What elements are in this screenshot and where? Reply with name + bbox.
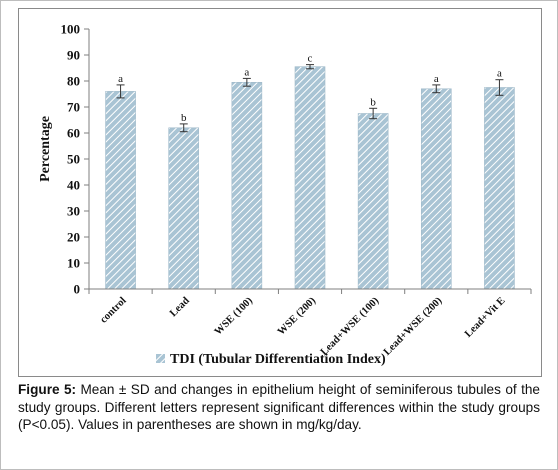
significance-letter: a — [434, 73, 439, 85]
y-tick-label: 80 — [67, 74, 80, 89]
legend-swatch — [156, 354, 165, 363]
y-tick-label: 60 — [67, 126, 80, 141]
caption-label: Figure 5: — [18, 382, 77, 397]
y-axis-label: Percentage — [38, 116, 53, 182]
x-tick-label: Lead — [168, 295, 192, 319]
y-tick-label: 30 — [67, 204, 80, 219]
significance-letter: a — [497, 68, 502, 80]
y-tick-label: 0 — [74, 282, 81, 297]
caption-text: Mean ± SD and changes in epithelium heig… — [18, 382, 540, 432]
bar-chart: 0 10 20 30 40 50 60 70 80 90 100 a b a c b a a control Le… — [38, 22, 532, 367]
y-tick-label: 20 — [67, 230, 80, 245]
bar — [105, 91, 136, 290]
bar — [231, 82, 263, 290]
bar — [168, 127, 200, 290]
y-tick-label: 100 — [61, 22, 81, 37]
y-tick-label: 90 — [67, 48, 80, 63]
x-tick-label: control — [98, 295, 128, 325]
y-axis: 0 10 20 30 40 50 60 70 80 90 100 — [61, 22, 90, 297]
x-tick-label: Lead+Vit E — [463, 295, 508, 340]
bar — [294, 66, 326, 290]
y-tick-label: 70 — [67, 100, 80, 115]
figure-caption: Figure 5: Mean ± SD and changes in epith… — [18, 381, 540, 434]
x-axis: control Lead WSE (100) WSE (200) Lead+WSE (1… — [88, 288, 532, 358]
significance-letter: c — [308, 53, 313, 65]
x-tick-label: Lead+WSE (100) — [319, 295, 382, 358]
significance-letter: b — [181, 112, 187, 124]
chart-area: 0 10 20 30 40 50 60 70 80 90 100 a b a c b a a control Le… — [18, 8, 542, 377]
bar — [357, 113, 389, 290]
x-tick-label: WSE (200) — [276, 295, 319, 338]
significance-letter: a — [118, 73, 123, 85]
significance-letter: b — [370, 96, 376, 108]
bar — [484, 87, 515, 290]
x-tick-label: WSE (100) — [213, 295, 256, 338]
significance-letter: a — [244, 66, 249, 78]
bar — [420, 88, 452, 290]
y-tick-label: 10 — [67, 256, 80, 271]
legend-label: TDI (Tubular Differentiation Index) — [170, 352, 386, 367]
legend: TDI (Tubular Differentiation Index) — [156, 352, 386, 367]
x-tick-label: Lead+WSE (200) — [382, 295, 445, 358]
y-tick-label: 50 — [67, 152, 80, 167]
y-tick-label: 40 — [67, 178, 80, 193]
bars: a b a c b a a — [105, 53, 515, 290]
